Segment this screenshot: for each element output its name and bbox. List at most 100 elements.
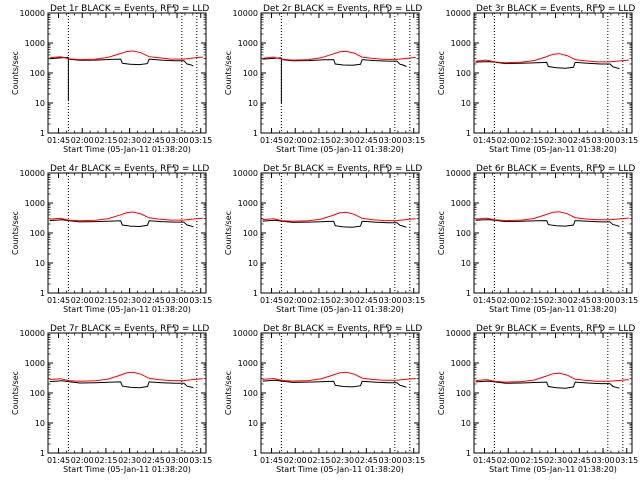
x-tick-label: 02:45 [568, 136, 591, 145]
x-axis-label: Start Time (05-Jan-11 01:38:20) [63, 305, 191, 314]
y-tick-label: 10 [35, 259, 45, 268]
y-tick-label: 1000 [238, 39, 258, 48]
x-tick-label: 02:15 [94, 136, 117, 145]
x-tick-label: 01:45 [473, 456, 496, 465]
x-tick-label: 01:45 [260, 296, 283, 305]
y-tick-label: 100 [243, 229, 258, 238]
y-tick-label: 10000 [233, 329, 258, 338]
detector-panel: Det 5r BLACK = Events, RED = LLD 1 10 100 10… [224, 164, 425, 314]
y-tick-label: 1000 [451, 199, 471, 208]
x-tick-label: 02:30 [544, 136, 567, 145]
panel-title: Det 1r BLACK = Events, RED = LLD [50, 4, 209, 14]
legend-marker [593, 6, 602, 14]
legend-marker [167, 326, 176, 334]
lld-series-line [49, 50, 203, 61]
y-tick-label: 1000 [451, 359, 471, 368]
legend-marker [593, 166, 602, 174]
x-tick-label: 01:45 [260, 136, 283, 145]
y-tick-label: 100 [243, 389, 258, 398]
y-tick-label: 10000 [20, 169, 45, 178]
detector-panel: Det 2r BLACK = Events, RED = LLD 1 10 100 10… [224, 4, 425, 154]
x-tick-label: 03:15 [189, 456, 212, 465]
panel-title: Det 9r BLACK = Events, RED = LLD [476, 324, 635, 334]
x-tick-label: 02:00 [284, 296, 307, 305]
legend-marker [380, 6, 389, 14]
x-tick-label: 01:45 [473, 136, 496, 145]
legend-marker [380, 166, 389, 174]
detector-panel: Det 6r BLACK = Events, RED = LLD 1 10 100 10… [437, 164, 638, 314]
lld-series-line [475, 53, 629, 64]
y-tick-label: 10000 [446, 9, 471, 18]
x-tick-label: 02:15 [520, 456, 543, 465]
lld-series-line [49, 211, 203, 222]
y-tick-label: 1 [40, 129, 45, 138]
lld-series-line [262, 371, 416, 382]
x-axis-label: Start Time (05-Jan-11 01:38:20) [63, 145, 191, 154]
x-tick-label: 02:00 [497, 456, 520, 465]
y-tick-label: 1000 [451, 39, 471, 48]
x-axis-label: Start Time (05-Jan-11 01:38:20) [489, 145, 617, 154]
detector-panel: Det 9r BLACK = Events, RED = LLD 1 10 100 10… [437, 324, 638, 474]
x-tick-label: 03:15 [615, 296, 638, 305]
x-tick-label: 03:00 [166, 296, 189, 305]
y-tick-label: 10000 [20, 9, 45, 18]
panel-title: Det 7r BLACK = Events, RED = LLD [50, 324, 209, 334]
lld-series-line [49, 371, 203, 382]
x-tick-label: 03:00 [592, 456, 615, 465]
y-tick-label: 10 [461, 419, 471, 428]
x-tick-label: 02:45 [142, 136, 165, 145]
x-tick-label: 02:30 [118, 136, 141, 145]
x-tick-label: 03:00 [379, 456, 402, 465]
x-tick-label: 02:15 [94, 456, 117, 465]
y-tick-label: 1 [253, 289, 258, 298]
y-tick-label: 100 [243, 69, 258, 78]
x-tick-label: 03:15 [189, 136, 212, 145]
y-tick-label: 10000 [20, 329, 45, 338]
events-series-line [475, 61, 620, 70]
x-axis-label: Start Time (05-Jan-11 01:38:20) [276, 465, 404, 474]
y-tick-label: 10 [461, 259, 471, 268]
x-tick-label: 02:00 [284, 136, 307, 145]
x-tick-label: 03:00 [592, 136, 615, 145]
y-tick-label: 1 [253, 449, 258, 458]
x-tick-label: 02:30 [331, 296, 354, 305]
y-tick-label: 100 [456, 229, 471, 238]
y-axis-label: Counts/sec [437, 51, 446, 95]
x-tick-label: 02:45 [355, 456, 378, 465]
lld-series-line [262, 211, 416, 222]
panel-title: Det 5r BLACK = Events, RED = LLD [263, 164, 422, 174]
x-tick-label: 02:45 [142, 296, 165, 305]
x-tick-label: 02:45 [568, 296, 591, 305]
x-tick-label: 02:45 [142, 456, 165, 465]
lld-series-line [262, 50, 416, 61]
x-axis-label: Start Time (05-Jan-11 01:38:20) [489, 305, 617, 314]
y-axis-label: Counts/sec [437, 371, 446, 415]
events-series-line [475, 219, 620, 227]
lld-series-line [475, 211, 629, 222]
x-tick-label: 03:15 [615, 136, 638, 145]
x-tick-label: 01:45 [473, 296, 496, 305]
x-tick-label: 03:15 [402, 456, 425, 465]
x-tick-label: 01:45 [47, 456, 70, 465]
y-axis-label: Counts/sec [11, 371, 20, 415]
y-tick-label: 10000 [233, 9, 258, 18]
lld-series-line [475, 372, 629, 383]
y-tick-label: 1 [466, 129, 471, 138]
x-axis-label: Start Time (05-Jan-11 01:38:20) [489, 465, 617, 474]
x-tick-label: 02:30 [544, 456, 567, 465]
y-tick-label: 10 [248, 259, 258, 268]
x-tick-label: 03:15 [189, 296, 212, 305]
y-axis-label: Counts/sec [224, 51, 233, 95]
y-axis-label: Counts/sec [437, 211, 446, 255]
y-tick-label: 10 [35, 99, 45, 108]
x-tick-label: 02:30 [331, 456, 354, 465]
x-tick-label: 02:15 [307, 456, 330, 465]
x-axis-label: Start Time (05-Jan-11 01:38:20) [276, 305, 404, 314]
events-series-line [262, 219, 407, 228]
y-tick-label: 1000 [238, 199, 258, 208]
x-axis-label: Start Time (05-Jan-11 01:38:20) [63, 465, 191, 474]
x-tick-label: 03:00 [592, 296, 615, 305]
y-axis-label: Counts/sec [11, 211, 20, 255]
y-axis-label: Counts/sec [11, 51, 20, 95]
panel-title: Det 8r BLACK = Events, RED = LLD [263, 324, 422, 334]
